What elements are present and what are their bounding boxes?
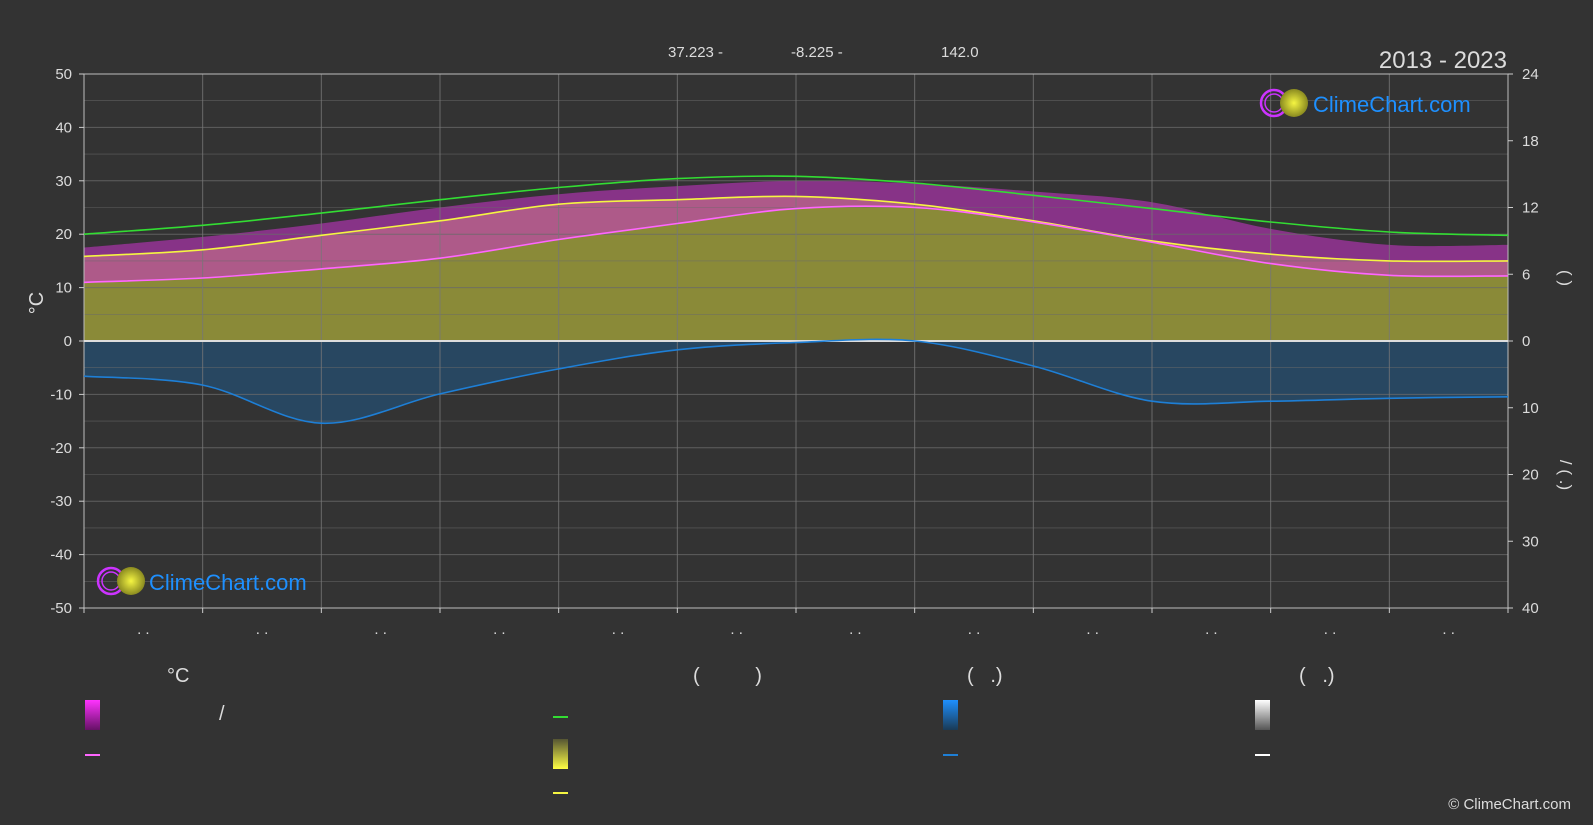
logo-top: ClimeChart.com [1259, 88, 1471, 118]
chart-lines [83, 175, 1509, 425]
left-tick-label: 10 [55, 280, 72, 297]
legend-temp-mean-swatch [85, 754, 100, 756]
precipitation-mean-line [83, 338, 1509, 425]
legend-rain-swatch [943, 700, 958, 730]
legend-snow-swatch [1255, 700, 1270, 730]
month-tick-label: . . [968, 621, 981, 638]
legend-header-rain: ( .) [967, 665, 1003, 687]
legend-header-daylight: ( ) [693, 665, 762, 687]
right-tick-label-mm: 20 [1522, 467, 1539, 484]
month-tick-label: . . [1442, 621, 1455, 638]
month-tick-label: . . [1324, 621, 1337, 638]
brand-name-top: ClimeChart.com [1313, 92, 1471, 117]
left-tick-label: -30 [50, 493, 72, 510]
sunshine-line [83, 195, 1509, 263]
legend-sunshine-mean-swatch [553, 792, 568, 794]
left-tick-label: -50 [50, 600, 72, 617]
longitude-label: -8.225 - [791, 44, 843, 61]
left-tick-label: -20 [50, 440, 72, 457]
right-tick-label-hours: 12 [1522, 200, 1539, 217]
month-tick-label: . . [1205, 621, 1218, 638]
month-tick-label: . . [374, 621, 387, 638]
logo-sun-icon [117, 567, 145, 595]
temperature-mean-line [83, 205, 1509, 284]
left-tick-label: 30 [55, 173, 72, 190]
legend-header-temperature: °C [167, 665, 190, 687]
daylight-line [83, 175, 1509, 237]
legend-snow-mean-swatch [1255, 754, 1270, 756]
logo-sun-icon [1280, 89, 1308, 117]
latitude-label: 37.223 - [668, 44, 723, 61]
legend-temp-range-text: / [219, 703, 225, 725]
logo-bottom: ClimeChart.com [96, 566, 307, 596]
left-tick-label: 20 [55, 226, 72, 243]
month-tick-label: . . [137, 621, 150, 638]
left-tick-label: -10 [50, 386, 72, 403]
brand-name-bottom: ClimeChart.com [149, 570, 307, 595]
legend-temp-range-swatch [85, 700, 100, 730]
month-tick-label: . . [1086, 621, 1099, 638]
left-tick-label: 50 [55, 66, 72, 83]
right-axis-title-bottom: / ( .) [1556, 460, 1575, 490]
chart-axes: 50 40 30 20 10 0 -10 -20 -30 -40 -50 24 18 12 6 0 10 20 30… [50, 66, 1538, 638]
month-tick-label: . . [256, 621, 269, 638]
right-tick-label-mm: 40 [1522, 600, 1539, 617]
legend-sunshine-swatch [553, 739, 568, 769]
right-tick-label-mm: 10 [1522, 400, 1539, 417]
left-axis-title: °C [26, 292, 48, 314]
chart-grid [83, 73, 1509, 609]
legend-rain-mean-swatch [943, 754, 958, 756]
month-tick-label: . . [849, 621, 862, 638]
copyright-notice: © ClimeChart.com [1448, 796, 1571, 813]
month-tick-label: . . [730, 621, 743, 638]
month-tick-label: . . [493, 621, 506, 638]
right-tick-label-hours: 0 [1522, 333, 1530, 350]
right-tick-label-hours: 24 [1522, 66, 1539, 83]
right-tick-label-hours: 18 [1522, 133, 1539, 150]
left-tick-label: 0 [64, 333, 72, 350]
left-tick-label: -40 [50, 547, 72, 564]
right-axis-title-top: ( ) [1556, 270, 1575, 286]
left-tick-label: 40 [55, 119, 72, 136]
period-label: 2013 - 2023 [1379, 47, 1507, 74]
elevation-label: 142.0 [941, 44, 979, 61]
right-tick-label-hours: 6 [1522, 266, 1530, 283]
right-tick-label-mm: 30 [1522, 533, 1539, 550]
month-tick-label: . . [612, 621, 625, 638]
legend-header-snow: ( .) [1299, 665, 1335, 687]
legend-daylight-swatch [553, 716, 568, 718]
